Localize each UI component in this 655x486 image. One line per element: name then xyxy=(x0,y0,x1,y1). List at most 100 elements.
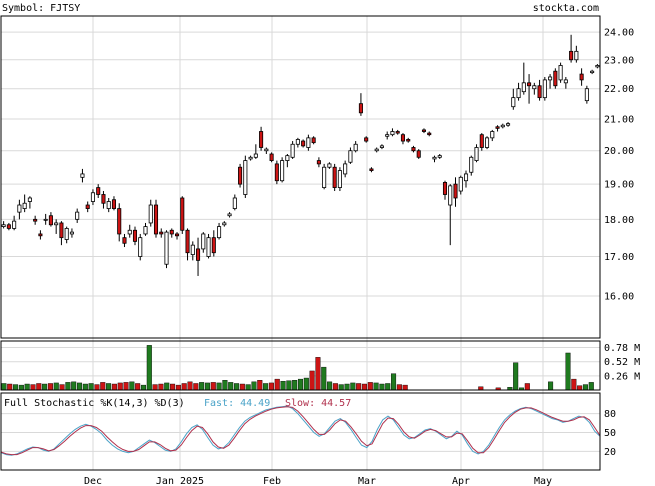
candle-body xyxy=(369,168,374,171)
candle-body xyxy=(174,233,180,237)
volume-bar xyxy=(71,381,77,391)
price-tick-label: 22.00 xyxy=(604,84,634,95)
candle-body xyxy=(358,103,363,114)
candle-body xyxy=(248,156,253,160)
candle xyxy=(500,123,505,129)
candle-body xyxy=(90,192,95,202)
candle xyxy=(348,147,353,164)
candle xyxy=(159,228,164,238)
candle xyxy=(285,154,290,168)
candle xyxy=(17,199,22,220)
candle xyxy=(90,189,95,206)
volume-bar xyxy=(24,383,30,391)
candle-body xyxy=(595,65,600,68)
candle-body xyxy=(164,231,169,265)
volume-bar xyxy=(565,352,571,391)
candle xyxy=(495,125,500,132)
candle-body xyxy=(316,160,321,165)
candle xyxy=(211,230,216,257)
candle-body xyxy=(206,237,211,257)
candle-body xyxy=(579,73,584,81)
candle-body xyxy=(22,202,27,209)
candle xyxy=(174,232,180,240)
candle xyxy=(427,131,432,137)
volume-bar xyxy=(158,383,164,391)
candle xyxy=(590,69,595,75)
candle-body xyxy=(584,88,589,102)
candle-body xyxy=(411,147,416,152)
candle-body xyxy=(311,137,316,144)
candle xyxy=(122,233,127,248)
candle xyxy=(532,82,537,95)
candle xyxy=(6,222,11,231)
candle-body xyxy=(138,237,143,257)
price-tick-label: 23.00 xyxy=(604,55,634,66)
candle xyxy=(227,212,232,218)
candle-body xyxy=(238,166,243,185)
axis-labels: Dec Jan 2025 Feb Mar Apr May 16.00 17.00 18.00 19… xyxy=(84,28,640,486)
candle-body xyxy=(269,153,274,161)
volume-bar xyxy=(210,382,216,391)
volume-bar xyxy=(146,345,152,391)
candle-body xyxy=(569,50,574,61)
candle xyxy=(442,180,448,200)
volume-bar xyxy=(170,383,176,391)
candle xyxy=(290,141,295,159)
volume-bar xyxy=(18,384,24,391)
price-candles xyxy=(1,34,600,276)
candle xyxy=(153,199,159,238)
candle xyxy=(553,68,558,89)
candle-body xyxy=(590,70,595,74)
candle-body xyxy=(479,134,484,148)
candle-body xyxy=(180,197,185,231)
candle-body xyxy=(353,143,358,152)
candle-body xyxy=(48,215,53,226)
candle xyxy=(143,222,148,236)
candle xyxy=(12,215,17,231)
candle-body xyxy=(437,155,442,158)
candle-body xyxy=(127,229,132,235)
price-tick-label: 19.00 xyxy=(604,180,634,191)
candle xyxy=(117,203,122,242)
candle xyxy=(400,133,405,145)
candle-body xyxy=(337,170,342,188)
candle xyxy=(579,68,584,86)
candle-body xyxy=(106,201,111,209)
candle-body xyxy=(33,218,38,222)
x-tick-label: May xyxy=(534,476,552,486)
candle-body xyxy=(1,224,6,227)
candle xyxy=(69,228,74,238)
volume-tick-label: 0.52 M xyxy=(604,357,640,368)
volume-bar xyxy=(361,383,367,391)
volume-bar xyxy=(257,380,263,391)
candle-body xyxy=(527,82,532,87)
candle xyxy=(127,224,132,238)
candle xyxy=(527,74,532,104)
candle xyxy=(185,228,190,261)
volume-bar xyxy=(367,382,373,391)
candle-body xyxy=(322,166,327,188)
volume-bar xyxy=(42,383,48,391)
candle-body xyxy=(132,229,138,242)
candle-body xyxy=(421,129,427,132)
candle-body xyxy=(117,208,122,235)
candle xyxy=(201,232,206,253)
volume-bar xyxy=(193,383,199,391)
volume-bar xyxy=(199,382,205,391)
price-tick-label: 18.00 xyxy=(604,215,634,226)
candle xyxy=(138,233,143,261)
candle-body xyxy=(69,231,74,235)
candle-body xyxy=(427,132,432,136)
volume-bar xyxy=(402,384,408,391)
candle xyxy=(238,163,243,188)
volume-bar xyxy=(292,380,298,391)
volume-bar xyxy=(588,382,594,391)
candle xyxy=(358,93,363,116)
candle xyxy=(569,34,574,63)
candle xyxy=(390,128,395,137)
fast-legend: Fast: 44.49 xyxy=(204,398,270,409)
candle xyxy=(411,145,416,153)
candle xyxy=(301,139,306,148)
candle xyxy=(458,175,463,195)
